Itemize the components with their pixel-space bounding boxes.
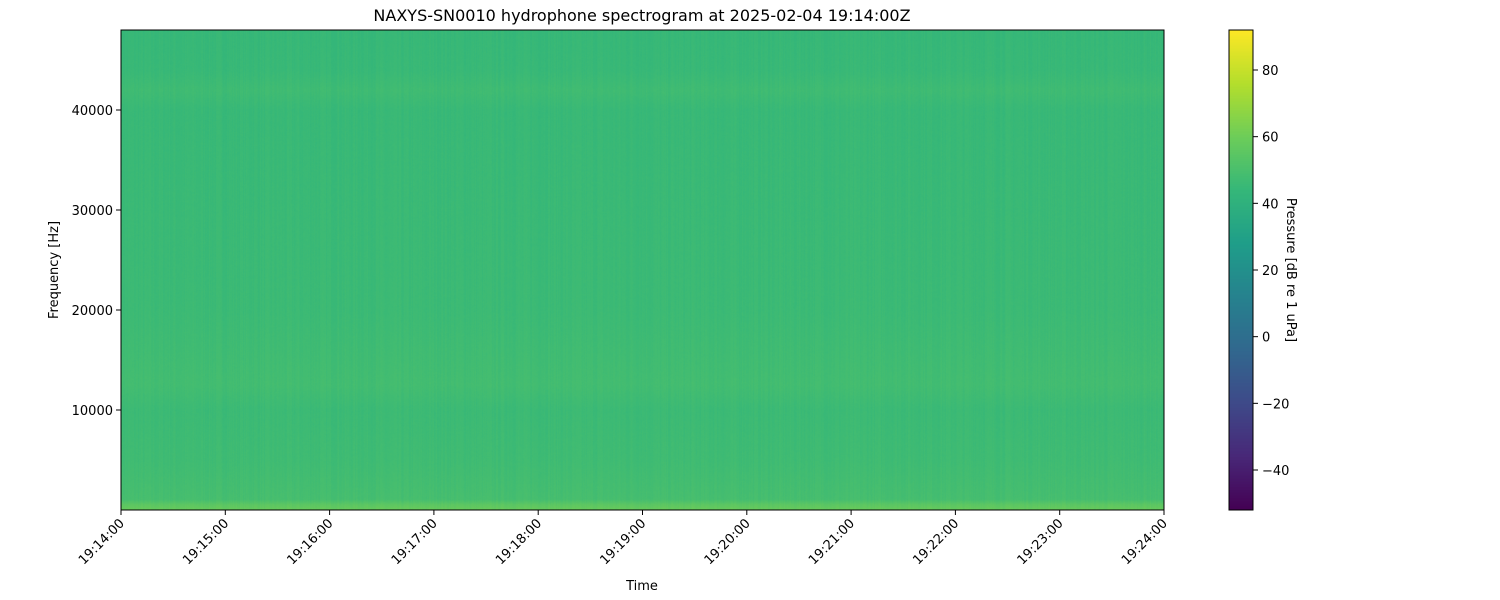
x-tick-label: 19:20:00 [702, 516, 754, 568]
plot-frame [120, 29, 1165, 511]
y-tick-label: 10000 [72, 404, 113, 419]
x-tick-label: 19:21:00 [806, 516, 858, 568]
x-tick-label: 19:19:00 [597, 516, 649, 568]
x-tick-label: 19:15:00 [180, 516, 232, 568]
colorbar-tick-label: 40 [1262, 197, 1279, 212]
colorbar-tick-label: −40 [1262, 464, 1289, 479]
y-tick-label: 40000 [72, 104, 113, 119]
x-tick-label: 19:17:00 [389, 516, 441, 568]
colorbar-label: Pressure [dB re 1 uPa] [1283, 198, 1298, 342]
y-tick-label: 20000 [72, 304, 113, 319]
x-tick-label: 19:16:00 [285, 516, 337, 568]
y-tick-label: 30000 [72, 204, 113, 219]
x-tick-label: 19:14:00 [76, 516, 128, 568]
colorbar-tick-label: 60 [1262, 131, 1279, 146]
colorbar-tick-label: 0 [1262, 331, 1270, 346]
spectrogram-image [121, 30, 1164, 510]
x-tick-label: 19:23:00 [1015, 516, 1067, 568]
x-tick-label: 19:24:00 [1119, 516, 1171, 568]
x-tick-label: 19:22:00 [910, 516, 962, 568]
colorbar-gradient [1229, 30, 1253, 510]
x-tick-label: 19:18:00 [493, 516, 545, 568]
chart-title: NAXYS-SN0010 hydrophone spectrogram at 2… [373, 6, 910, 25]
x-axis-label: Time [625, 579, 658, 594]
colorbar-tick-label: 80 [1262, 64, 1279, 79]
y-axis-label: Frequency [Hz] [47, 221, 62, 319]
colorbar-tick-label: 20 [1262, 264, 1279, 279]
colorbar-frame [1228, 29, 1254, 511]
colorbar-tick-label: −20 [1262, 397, 1289, 412]
